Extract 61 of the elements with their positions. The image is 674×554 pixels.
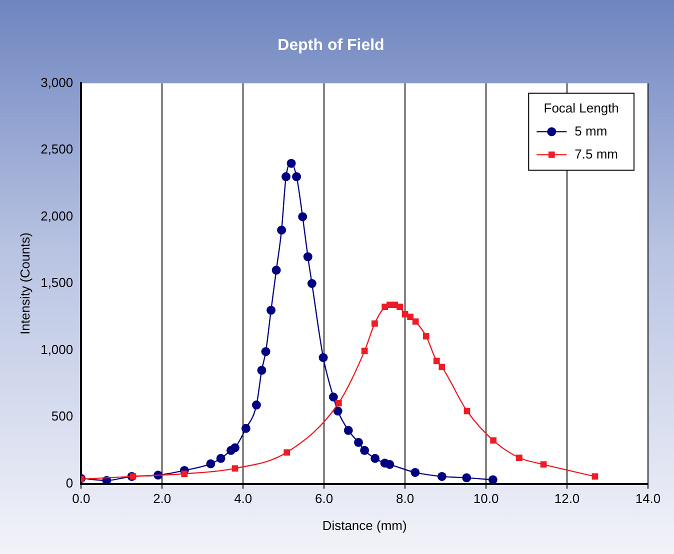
- x-tick-label: 14.0: [635, 491, 661, 506]
- x-tick-label: 12.0: [554, 491, 580, 506]
- x-tick-label: 8.0: [396, 491, 414, 506]
- point: [490, 437, 497, 444]
- point: [181, 470, 188, 477]
- point: [360, 446, 370, 455]
- point: [433, 358, 440, 364]
- point: [252, 400, 261, 410]
- point: [354, 438, 363, 447]
- point: [286, 158, 296, 168]
- point: [407, 314, 414, 320]
- point: [277, 226, 286, 235]
- point: [206, 459, 216, 468]
- x-tick-label: 6.0: [315, 491, 334, 506]
- point: [261, 347, 270, 356]
- point: [438, 364, 446, 370]
- point: [303, 252, 312, 262]
- point: [257, 366, 266, 375]
- point: [396, 304, 403, 310]
- point: [385, 460, 394, 469]
- point: [488, 475, 498, 484]
- legend-label: 5 mm: [574, 123, 608, 138]
- point: [437, 472, 446, 481]
- x-tick-label: 10.0: [473, 491, 499, 506]
- point: [372, 320, 378, 327]
- y-tick-label: 1,000: [40, 342, 74, 357]
- point: [333, 406, 342, 416]
- point: [370, 454, 380, 463]
- y-tick-label: 500: [51, 408, 74, 424]
- point: [516, 454, 522, 461]
- y-tick-label: 1,500: [40, 275, 74, 290]
- point: [462, 473, 472, 482]
- point: [266, 306, 276, 315]
- legend-label: 7.5 mm: [574, 146, 618, 162]
- point: [230, 443, 240, 452]
- point: [284, 449, 290, 456]
- point: [307, 279, 316, 288]
- y-tick-label: 3,000: [40, 74, 74, 90]
- point: [318, 353, 328, 362]
- point: [216, 454, 226, 463]
- point: [328, 392, 338, 402]
- y-tick-label: 2,500: [40, 142, 74, 157]
- point: [410, 468, 420, 477]
- x-tick-label: 2.0: [153, 491, 172, 506]
- y-tick-label: 0: [66, 475, 74, 490]
- point: [335, 400, 342, 406]
- x-axis-title: Distance (mm): [322, 518, 407, 533]
- point: [282, 172, 291, 182]
- x-tick-label: 4.0: [234, 491, 252, 506]
- point: [298, 212, 308, 222]
- chart-title: Depth of Field: [278, 37, 384, 54]
- point: [292, 172, 302, 182]
- point: [422, 333, 430, 340]
- point: [344, 426, 353, 435]
- legend-title: Focal Length: [544, 100, 619, 116]
- x-tick-label: 0.0: [72, 491, 90, 506]
- y-tick-label: 2,000: [40, 208, 74, 224]
- point: [412, 318, 419, 325]
- point: [241, 424, 250, 433]
- y-axis-title: Intensity (Counts): [17, 232, 32, 334]
- point: [272, 266, 281, 275]
